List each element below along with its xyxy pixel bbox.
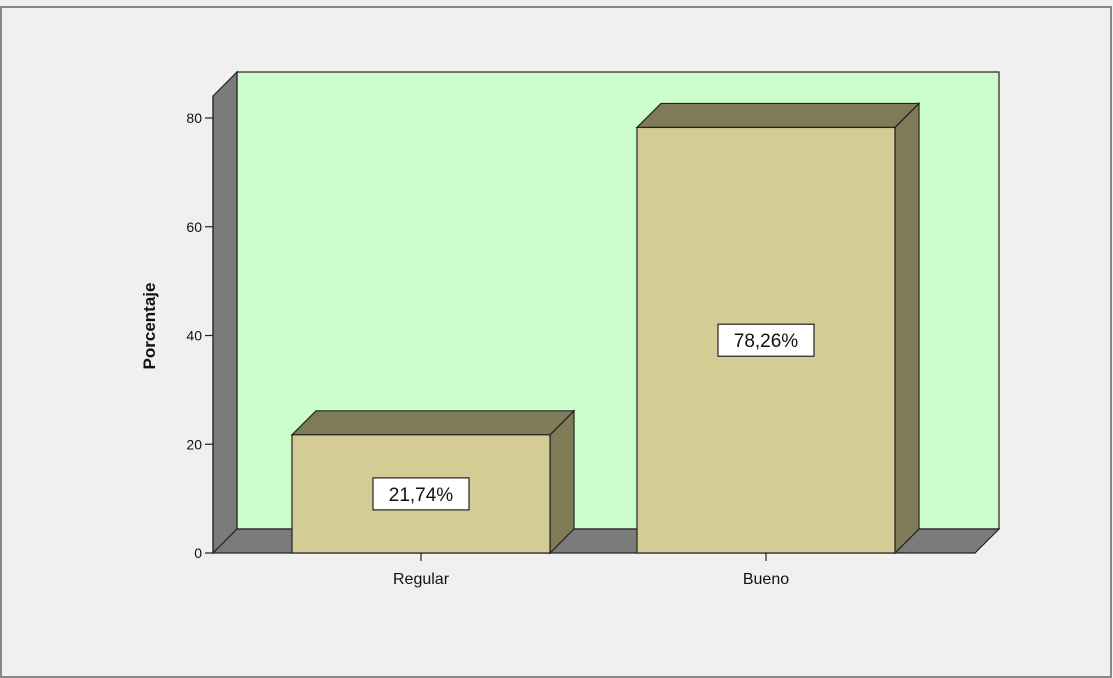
x-axis: Regular Bueno xyxy=(393,553,789,588)
data-label-box xyxy=(372,477,470,511)
data-label: 21,74% xyxy=(389,485,454,506)
bar-side xyxy=(549,409,575,555)
y-axis-title: Porcentaje xyxy=(140,283,159,370)
bar-top xyxy=(635,102,921,129)
bar-top xyxy=(290,410,576,436)
bar-bueno: 78,26% xyxy=(635,102,921,555)
data-label: 78,26% xyxy=(734,331,799,352)
x-tick-label: Regular xyxy=(393,571,450,588)
left-wall xyxy=(212,70,238,555)
y-tick-label: 60 xyxy=(186,219,202,235)
y-tick-label: 40 xyxy=(186,328,202,344)
bar-side xyxy=(894,102,920,555)
y-tick-label: 80 xyxy=(186,110,202,126)
bars: 21,74% 78,26% xyxy=(290,102,921,555)
y-tick-label: 0 xyxy=(194,545,202,561)
x-tick-label: Bueno xyxy=(743,571,789,588)
chart-border xyxy=(0,6,1112,678)
y-axis: 0 20 40 60 80 xyxy=(186,96,214,561)
y-tick-label: 20 xyxy=(186,436,202,452)
bar-regular: 21,74% xyxy=(290,409,576,555)
data-label-box xyxy=(717,323,815,357)
